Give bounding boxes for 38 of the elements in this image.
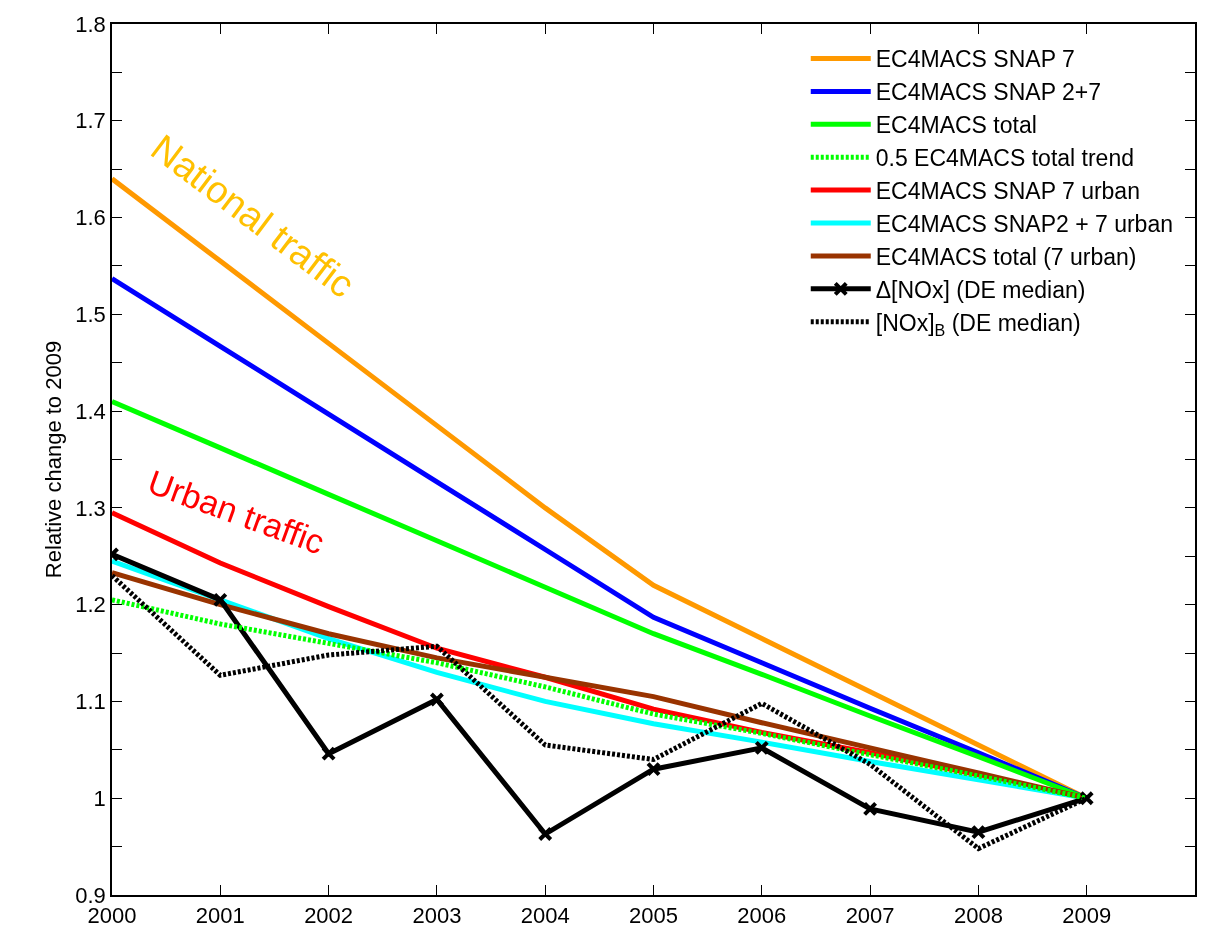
y-tick-label: 1.2 [75,592,106,618]
y-tick-label: 1.8 [75,11,106,37]
point [212,592,228,608]
x-tick-label: 2003 [412,903,462,929]
x-tick-label: 2009 [1062,903,1112,929]
x-tick-label: 2002 [304,903,354,929]
y-tick-label: 1.5 [75,302,106,328]
x-tick-label: 2005 [629,903,678,929]
legend-label: EC4MACS SNAP 7 urban [875,178,1140,205]
y-tick-label: 1.1 [75,689,106,715]
y-tick-label: 1 [93,785,106,811]
point [754,740,770,756]
y-tick-label: 1.3 [75,495,106,521]
legend-label: Δ[NOx] (DE median) [875,276,1086,303]
legend-label: EC4MACS total (7 urban) [875,243,1137,270]
y-tick-label: 1.6 [75,205,106,231]
x-tick-label: 2007 [845,903,895,929]
legend-label: EC4MACS SNAP 7 [875,46,1075,73]
legend-label: [NOx]$_{B}$ (DE median) [875,309,1081,339]
x-tick-label: 2001 [195,903,245,929]
point [1079,790,1095,806]
x-tick-label: 2004 [520,903,570,929]
point [429,692,445,708]
legend-label: EC4MACS SNAP 2+7 [875,79,1101,106]
y-tick-label: 1.4 [75,398,106,424]
annotation: Urban traffic [143,462,330,562]
x-tick-label: 2008 [953,903,1003,929]
x-tick-label: 2006 [737,903,787,929]
point [646,761,661,777]
legend-label: EC4MACS total [875,112,1037,139]
point [970,824,986,840]
y-axis-title: Relative change to 2009 [40,340,66,579]
y-tick-label: 1.7 [75,108,106,134]
legend-label: EC4MACS SNAP2 + 7 urban [875,210,1173,237]
point [537,826,553,842]
point [862,801,878,817]
point [321,746,337,762]
legend-label: 0.5 EC4MACS total trend [875,145,1134,172]
